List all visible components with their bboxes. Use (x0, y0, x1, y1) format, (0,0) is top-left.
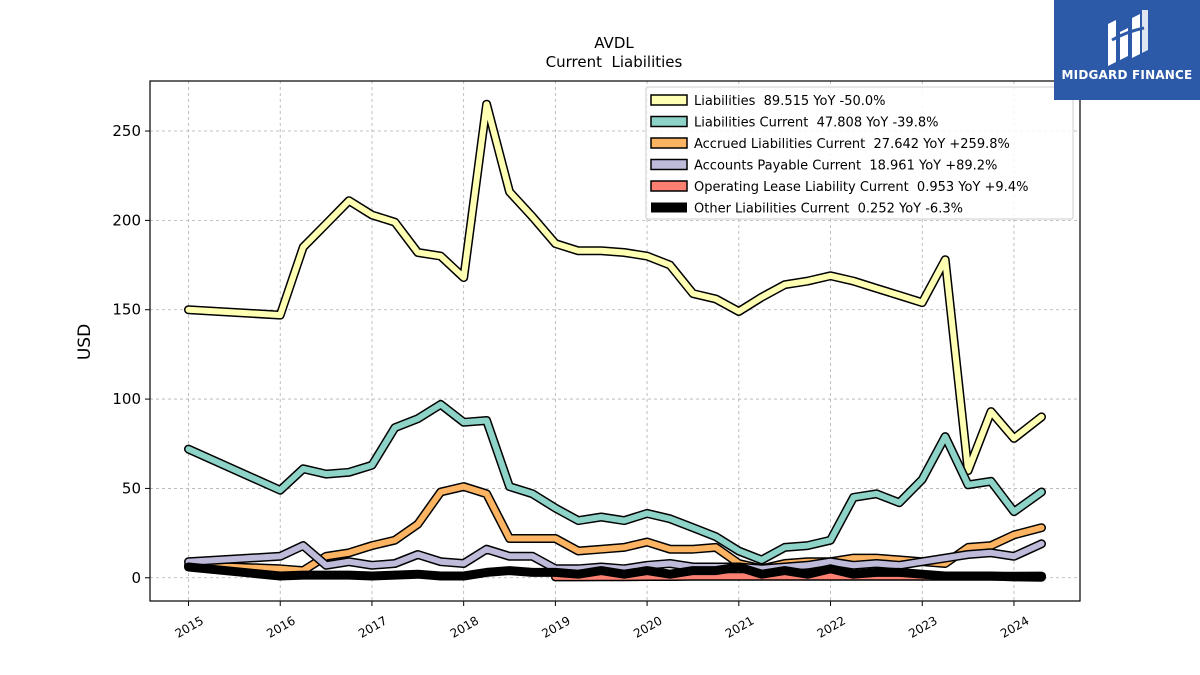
y-tick-label: 150 (112, 301, 141, 319)
x-tick-label: 2023 (906, 613, 939, 640)
legend-swatch (650, 94, 688, 106)
y-tick-label: 100 (112, 390, 141, 408)
x-tick-label: 2015 (173, 613, 206, 640)
legend-swatch (650, 115, 688, 128)
chart-title: AVDL (594, 34, 634, 52)
legend-label: Liabilities Current 47.808 YoY -39.8% (694, 116, 938, 131)
series-line (185, 401, 1045, 563)
x-tick-label: 2020 (631, 613, 664, 640)
y-tick-label: 250 (112, 122, 141, 140)
legend-item: Liabilities 89.515 YoY -50.0% (650, 94, 886, 109)
x-tick-label: 2018 (448, 613, 481, 640)
midgard-finance-logo: MIDGARD FINANCE (1054, 0, 1200, 100)
plot-frame (149, 80, 1081, 602)
x-tick-label: 2019 (539, 613, 572, 640)
legend-item: Accrued Liabilities Current 27.642 YoY +… (650, 137, 1010, 152)
legend: Liabilities 89.515 YoY -50.0% Liabilities… (645, 86, 1074, 220)
x-tick-label: 2024 (998, 613, 1031, 640)
y-tick-label: 200 (112, 211, 141, 229)
series-liabilities (184, 99, 1046, 476)
series-other-liabilities-current (184, 562, 1046, 582)
series-accounts-payable-current (184, 539, 1046, 574)
x-tick-label: 2022 (815, 613, 848, 640)
logo-text: MIDGARD FINANCE (1061, 68, 1193, 82)
legend-swatch (650, 158, 688, 171)
legend-swatch (651, 202, 687, 213)
series-line (184, 562, 1046, 582)
legend-label: Other Liabilities Current 0.252 YoY -6.3… (694, 202, 963, 217)
legend-box (645, 86, 1074, 220)
legend-label: Accounts Payable Current 18.961 YoY +89.… (694, 159, 997, 174)
legend-item: Other Liabilities Current 0.252 YoY -6.3… (651, 202, 963, 217)
y-tick-label: 50 (122, 479, 141, 497)
series-liabilities-current (184, 399, 1046, 565)
series-line (185, 540, 1045, 572)
chart-subtitle: Current Liabilities (546, 53, 683, 71)
legend-swatch (650, 180, 688, 192)
series-outline (184, 399, 1046, 565)
x-tick-label: 2017 (356, 613, 389, 640)
series-line (185, 101, 1045, 474)
legend-label: Liabilities 89.515 YoY -50.0% (694, 94, 886, 109)
legend-label: Operating Lease Liability Current 0.953 … (694, 180, 1028, 195)
legend-item: Liabilities Current 47.808 YoY -39.8% (650, 115, 938, 131)
logo-mark-icon (1108, 10, 1148, 66)
legend-swatch (650, 137, 688, 149)
legend-item: Operating Lease Liability Current 0.953 … (650, 180, 1028, 195)
x-tick-label: 2016 (264, 613, 297, 640)
legend-item: Accounts Payable Current 18.961 YoY +89.… (650, 158, 997, 174)
legend-label: Accrued Liabilities Current 27.642 YoY +… (694, 137, 1010, 152)
series-lines (184, 99, 1046, 582)
y-axis-label: USD (75, 324, 95, 360)
y-tick-label: 0 (131, 569, 141, 587)
x-tick-label: 2021 (723, 613, 756, 640)
